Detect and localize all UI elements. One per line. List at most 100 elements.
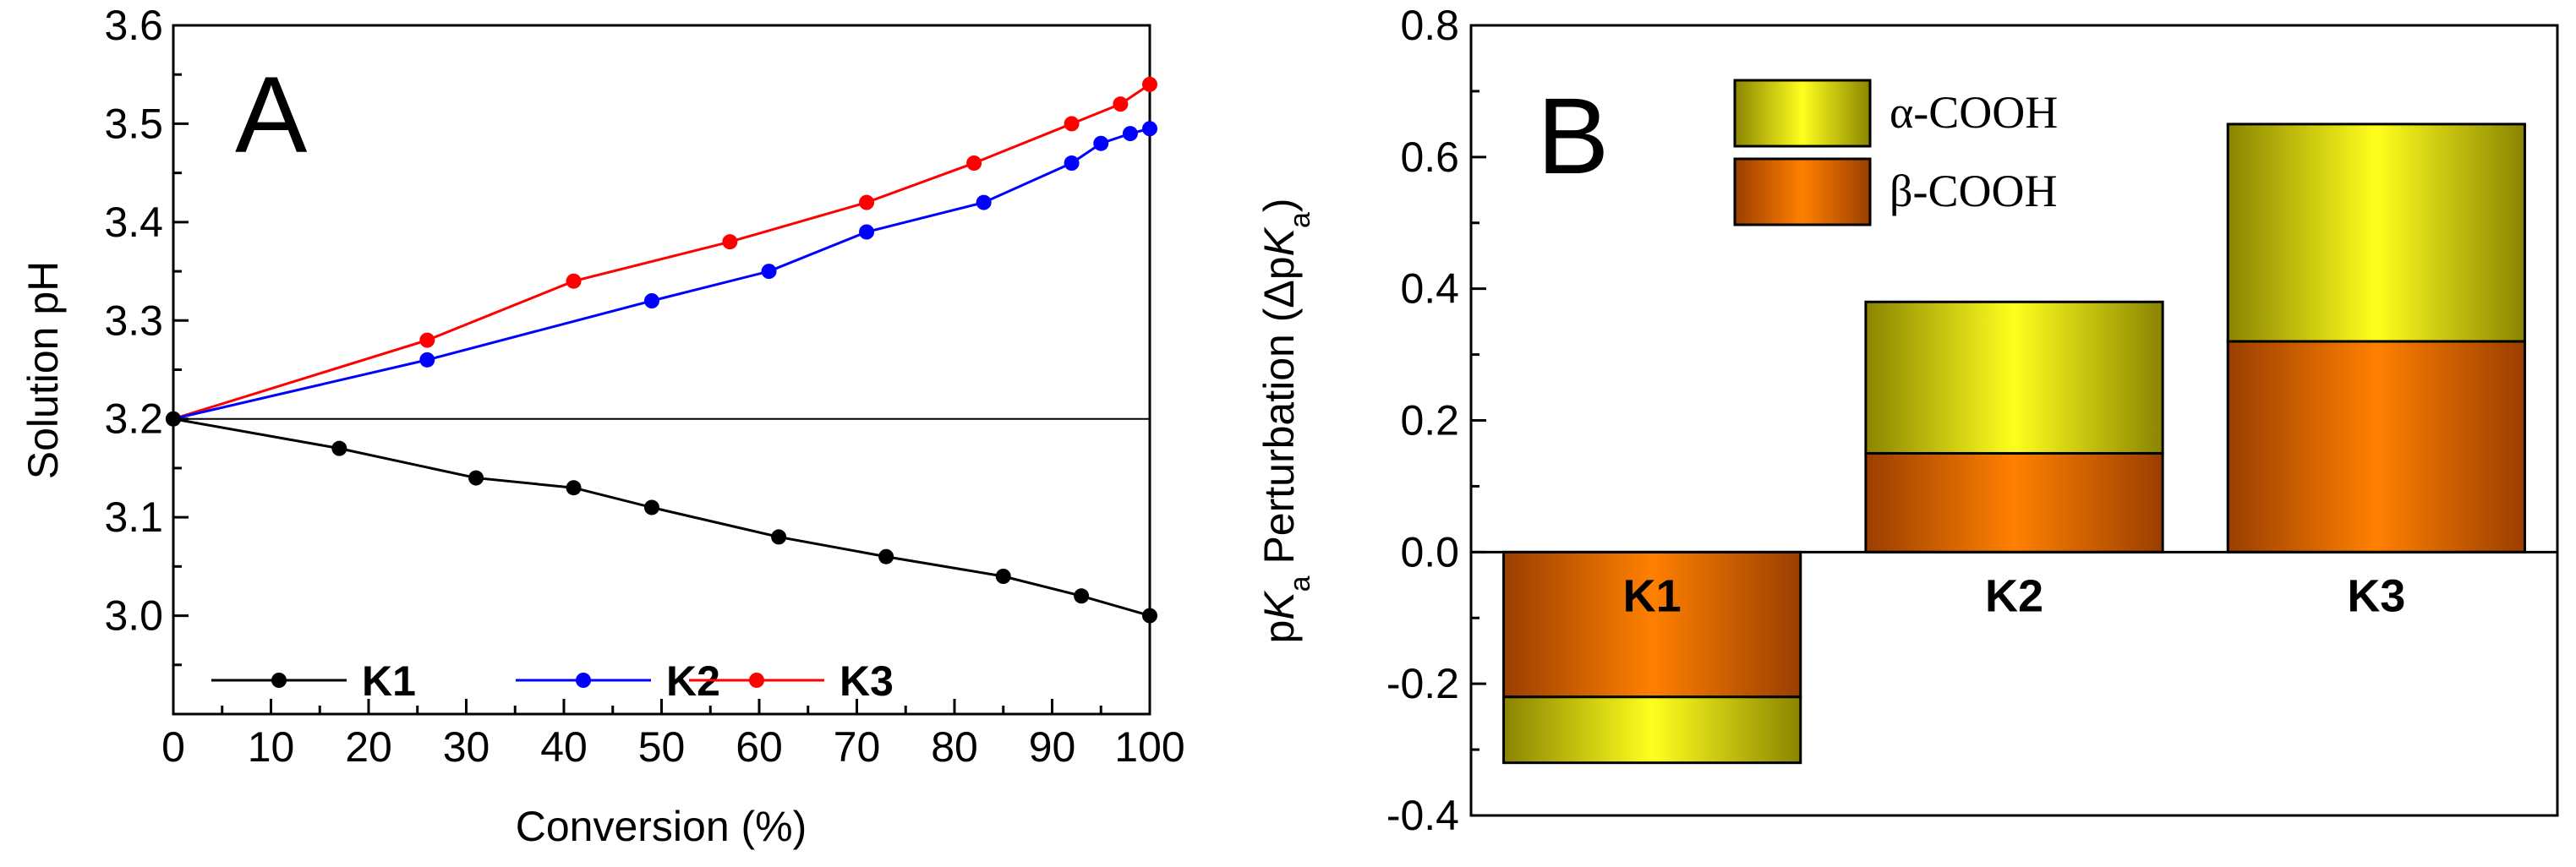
category-label-k2: K2 bbox=[1985, 570, 2043, 621]
data-point bbox=[419, 332, 435, 348]
bar-k2-alpha bbox=[1864, 300, 2164, 455]
legend-swatch bbox=[1733, 157, 1872, 226]
data-point bbox=[722, 234, 738, 250]
y-tick-label: 0.6 bbox=[1400, 134, 1459, 181]
y-tick-label: 3.2 bbox=[104, 395, 163, 443]
panel-a-line-chart: 0 10 20 30 40 50 60 70 80 90 100 3.03.13.23.33.43.… bbox=[19, 2, 1185, 850]
y-tick-label: 3.5 bbox=[104, 100, 163, 147]
bar-k3-beta bbox=[2226, 340, 2526, 553]
data-point bbox=[1142, 76, 1157, 92]
legend-label: α-COOH bbox=[1890, 87, 2058, 138]
panel-a-letter: A bbox=[235, 55, 308, 176]
data-point bbox=[1064, 155, 1080, 171]
panel-b-letter: B bbox=[1537, 76, 1609, 197]
series-k3 bbox=[166, 76, 1157, 427]
data-point bbox=[995, 569, 1011, 584]
y-tick-label: -0.4 bbox=[1386, 792, 1459, 839]
data-point bbox=[331, 440, 347, 456]
panel-a-legend: K1 K2 K3 bbox=[211, 657, 894, 705]
series-line-k2 bbox=[172, 127, 1151, 421]
y-tick-label: 0.2 bbox=[1400, 397, 1459, 444]
y-axis-title-part: Perturbation (Δp bbox=[1255, 256, 1303, 575]
data-point bbox=[166, 411, 181, 427]
y-axis-title-part: p bbox=[1255, 620, 1303, 644]
data-point bbox=[1113, 96, 1129, 112]
bar-group-k3 bbox=[2226, 123, 2526, 553]
category-label-k1: K1 bbox=[1623, 570, 1682, 621]
data-point bbox=[1074, 588, 1090, 604]
data-point bbox=[419, 352, 435, 368]
x-tick-label: 70 bbox=[834, 723, 881, 771]
data-point bbox=[859, 224, 875, 240]
y-axis-title-part: K bbox=[1255, 226, 1303, 256]
panel-b-bars bbox=[1502, 123, 2526, 765]
data-point bbox=[1122, 126, 1138, 142]
y-axis-title-part: a bbox=[1284, 575, 1316, 592]
bar-k1-alpha bbox=[1502, 695, 1802, 765]
y-tick-label: 3.1 bbox=[104, 493, 163, 541]
y-tick-label: 0.8 bbox=[1400, 2, 1459, 49]
data-point bbox=[761, 264, 777, 280]
data-point bbox=[643, 293, 659, 308]
legend-label: K1 bbox=[362, 657, 416, 705]
panel-a-series bbox=[166, 76, 1157, 624]
y-axis-title-part: K bbox=[1255, 590, 1303, 620]
y-axis-title-part: ) bbox=[1255, 198, 1303, 212]
x-tick-label: 20 bbox=[345, 723, 392, 771]
legend-marker bbox=[576, 673, 591, 688]
y-tick-label: 3.6 bbox=[104, 2, 163, 49]
y-tick-label: 3.3 bbox=[104, 297, 163, 344]
panel-b-bar-chart: -0.4-0.20.00.20.40.60.8 K1 K2 K3 B pKa Per… bbox=[1255, 2, 2559, 839]
bar-k3-alpha bbox=[2226, 123, 2526, 343]
data-point bbox=[566, 480, 582, 496]
data-point bbox=[1142, 608, 1157, 624]
legend-item-k1: K1 bbox=[211, 657, 416, 705]
legend-item: β-COOH bbox=[1733, 157, 2057, 226]
x-tick-label: 90 bbox=[1029, 723, 1076, 771]
x-tick-label: 60 bbox=[736, 723, 783, 771]
x-tick-label: 30 bbox=[443, 723, 490, 771]
data-point bbox=[1064, 116, 1080, 132]
panel-a-x-ticks: 0 10 20 30 40 50 60 70 80 90 100 bbox=[161, 699, 1185, 771]
bar-group-k2 bbox=[1864, 300, 2164, 553]
panel-b-y-axis-title: pKa Perturbation (ΔpKa) bbox=[1255, 198, 1316, 643]
series-line-k3 bbox=[172, 83, 1151, 421]
x-tick-label: 50 bbox=[638, 723, 686, 771]
panel-a-y-ticks: 3.0 3.1 3.2 3.3 3.4 3.5 3.6 bbox=[104, 2, 189, 667]
data-point bbox=[566, 273, 582, 289]
y-axis-title-part: a bbox=[1284, 212, 1316, 228]
series-k2 bbox=[166, 121, 1157, 427]
panel-b-y-ticks: -0.4 -0.2 0.0 0.2 0.4 0.6 0.8 bbox=[1386, 2, 1486, 839]
data-point bbox=[966, 155, 982, 171]
panel-a-y-axis-title: Solution pH bbox=[19, 261, 67, 480]
data-point bbox=[859, 194, 875, 210]
legend-item: α-COOH bbox=[1733, 79, 2058, 148]
legend-marker bbox=[271, 673, 287, 688]
legend-item-k3: K3 bbox=[689, 657, 894, 705]
legend-label: K3 bbox=[840, 657, 894, 705]
data-point bbox=[1142, 121, 1157, 137]
legend-label: β-COOH bbox=[1890, 166, 2057, 216]
data-point bbox=[878, 548, 894, 564]
category-label-k3: K3 bbox=[2347, 570, 2405, 621]
x-tick-label: 80 bbox=[931, 723, 978, 771]
panel-a-frame bbox=[172, 24, 1151, 716]
y-tick-label: 3.0 bbox=[104, 592, 163, 640]
series-line-k1 bbox=[172, 417, 1151, 618]
panel-b-legend: α-COOH β-COOH bbox=[1733, 79, 2058, 226]
series-k1 bbox=[166, 411, 1157, 624]
y-tick-label: 0.4 bbox=[1400, 265, 1459, 313]
data-point bbox=[1093, 135, 1109, 151]
x-tick-label: 10 bbox=[248, 723, 295, 771]
bar-k2-beta bbox=[1864, 451, 2164, 553]
y-tick-label: 3.4 bbox=[104, 199, 163, 246]
data-point bbox=[468, 470, 484, 486]
panel-a-x-axis-title: Conversion (%) bbox=[516, 803, 807, 850]
data-point bbox=[643, 499, 659, 515]
legend-swatch bbox=[1733, 79, 1872, 148]
x-tick-label: 40 bbox=[540, 723, 588, 771]
x-tick-label: 100 bbox=[1114, 723, 1184, 771]
y-tick-label: 0.0 bbox=[1400, 528, 1459, 575]
x-tick-label: 0 bbox=[161, 723, 185, 771]
